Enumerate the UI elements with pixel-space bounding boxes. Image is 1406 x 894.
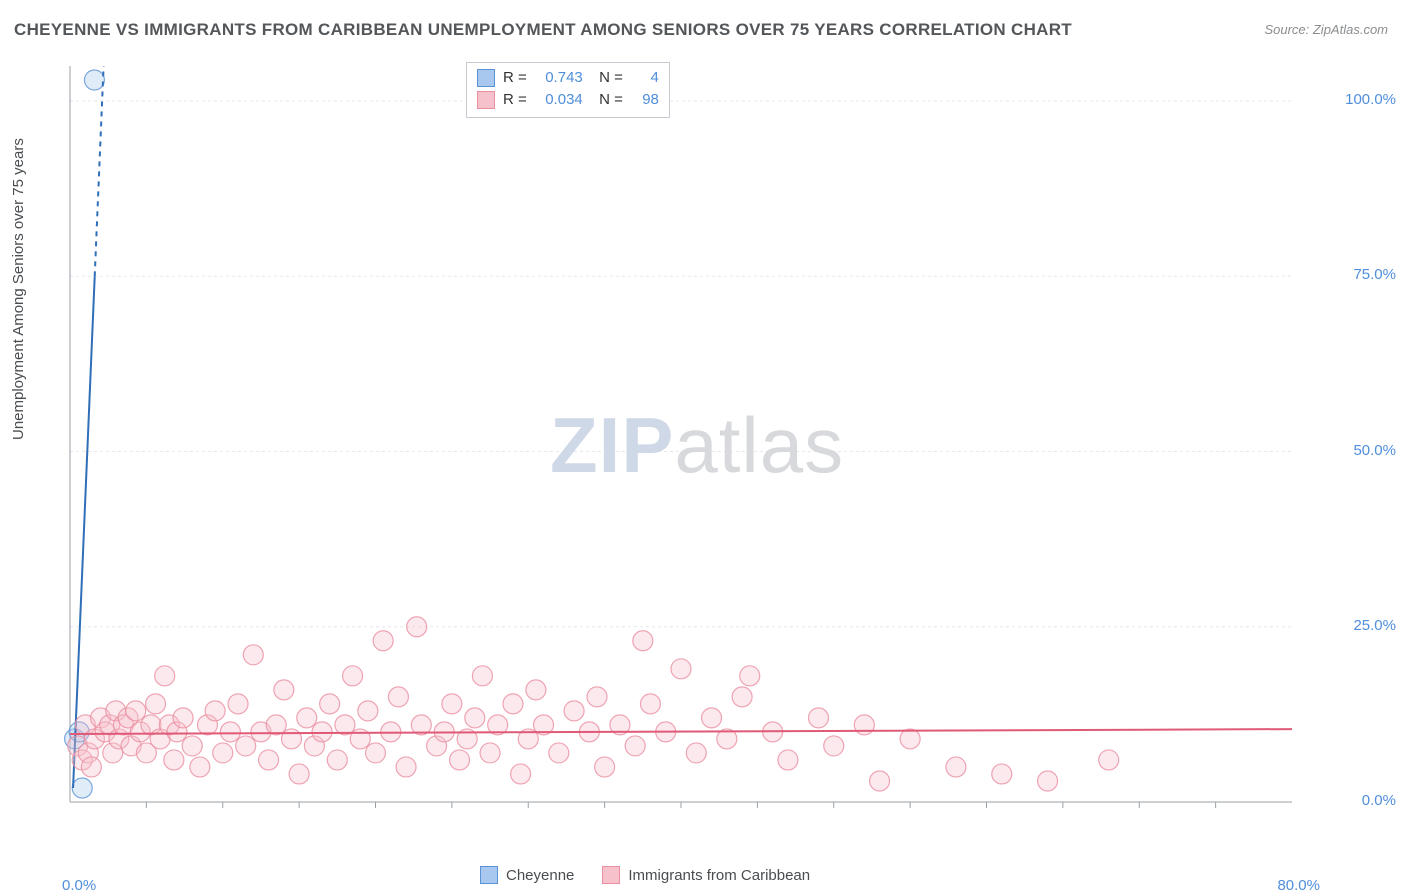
y-tick-label: 0.0%: [1362, 792, 1396, 809]
stat-r-label: R =: [503, 89, 527, 111]
x-tick-label: 0.0%: [62, 877, 96, 894]
x-tick-label: 80.0%: [1277, 877, 1320, 894]
stat-r-value: 0.034: [535, 89, 583, 111]
stat-r-value: 0.743: [535, 67, 583, 89]
y-tick-label: 75.0%: [1353, 266, 1396, 283]
stat-n-label: N =: [591, 67, 623, 89]
bottom-legend-item: Immigrants from Caribbean: [602, 866, 810, 884]
stat-n-value: 98: [631, 89, 659, 111]
bottom-legend-item: Cheyenne: [480, 866, 574, 884]
source-attribution: Source: ZipAtlas.com: [1264, 22, 1388, 37]
legend-label: Immigrants from Caribbean: [628, 867, 810, 884]
chart-area: [62, 58, 1382, 838]
legend-swatch: [477, 69, 495, 87]
y-tick-label: 50.0%: [1353, 442, 1396, 459]
bottom-legend: Cheyenne Immigrants from Caribbean: [480, 866, 810, 884]
y-tick-label: 100.0%: [1345, 91, 1396, 108]
legend-swatch: [480, 866, 498, 884]
stat-n-label: N =: [591, 89, 623, 111]
y-axis-label: Unemployment Among Seniors over 75 years: [10, 138, 27, 440]
stat-r-label: R =: [503, 67, 527, 89]
stats-legend-row: R = 0.743 N = 4: [477, 67, 659, 89]
stats-legend: R = 0.743 N = 4R = 0.034 N = 98: [466, 62, 670, 118]
legend-label: Cheyenne: [506, 867, 574, 884]
chart-svg: [62, 58, 1382, 838]
chart-title: CHEYENNE VS IMMIGRANTS FROM CARIBBEAN UN…: [14, 20, 1072, 40]
legend-swatch: [602, 866, 620, 884]
legend-swatch: [477, 91, 495, 109]
stat-n-value: 4: [631, 67, 659, 89]
y-tick-label: 25.0%: [1353, 617, 1396, 634]
stats-legend-row: R = 0.034 N = 98: [477, 89, 659, 111]
